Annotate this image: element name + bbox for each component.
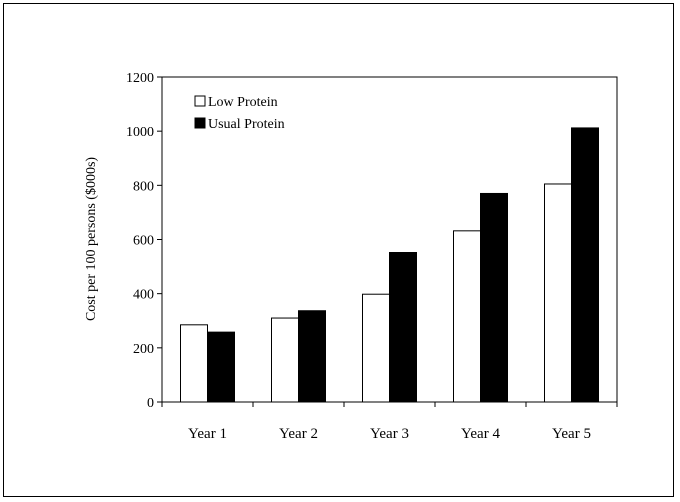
- bar-low-protein: [362, 293, 390, 403]
- x-tick-label: Year 3: [370, 426, 409, 442]
- y-tick-label: 1000: [126, 125, 154, 140]
- x-tick-label: Year 5: [552, 426, 591, 442]
- bar-low-protein: [271, 317, 299, 403]
- bar-usual-protein: [207, 331, 235, 403]
- bar-usual-protein: [480, 192, 508, 403]
- y-tick-label: 400: [133, 288, 154, 303]
- legend: Low Protein Usual Protein: [194, 95, 285, 132]
- bar-low-protein: [453, 230, 481, 403]
- x-tick-label: Year 1: [188, 426, 227, 442]
- legend-swatch-low-protein: [194, 95, 206, 107]
- y-tick-label: 800: [133, 179, 154, 194]
- y-axis-label: Cost per 100 persons ($000s): [84, 157, 99, 321]
- x-axis: Year 1 Year 2 Year 3 Year 4 Year 5: [161, 402, 618, 442]
- y-tick-label: 200: [133, 342, 154, 357]
- y-axis: 0 200 400 600 800 1000 1200: [126, 71, 162, 411]
- bar-usual-protein: [298, 310, 326, 403]
- y-tick-label: 600: [133, 234, 154, 249]
- bar-low-protein: [544, 183, 572, 403]
- legend-label: Usual Protein: [208, 117, 285, 132]
- bars: [180, 127, 599, 403]
- x-tick-label: Year 4: [461, 426, 500, 442]
- legend-swatch-usual-protein: [194, 117, 206, 129]
- x-tick-label: Year 2: [279, 426, 318, 442]
- legend-label: Low Protein: [208, 95, 278, 110]
- bar-low-protein: [180, 324, 208, 403]
- bar-usual-protein: [389, 252, 417, 403]
- bar-usual-protein: [571, 127, 599, 403]
- y-tick-label: 0: [147, 396, 154, 411]
- y-tick-label: 1200: [126, 71, 154, 86]
- chart-frame: [3, 3, 674, 497]
